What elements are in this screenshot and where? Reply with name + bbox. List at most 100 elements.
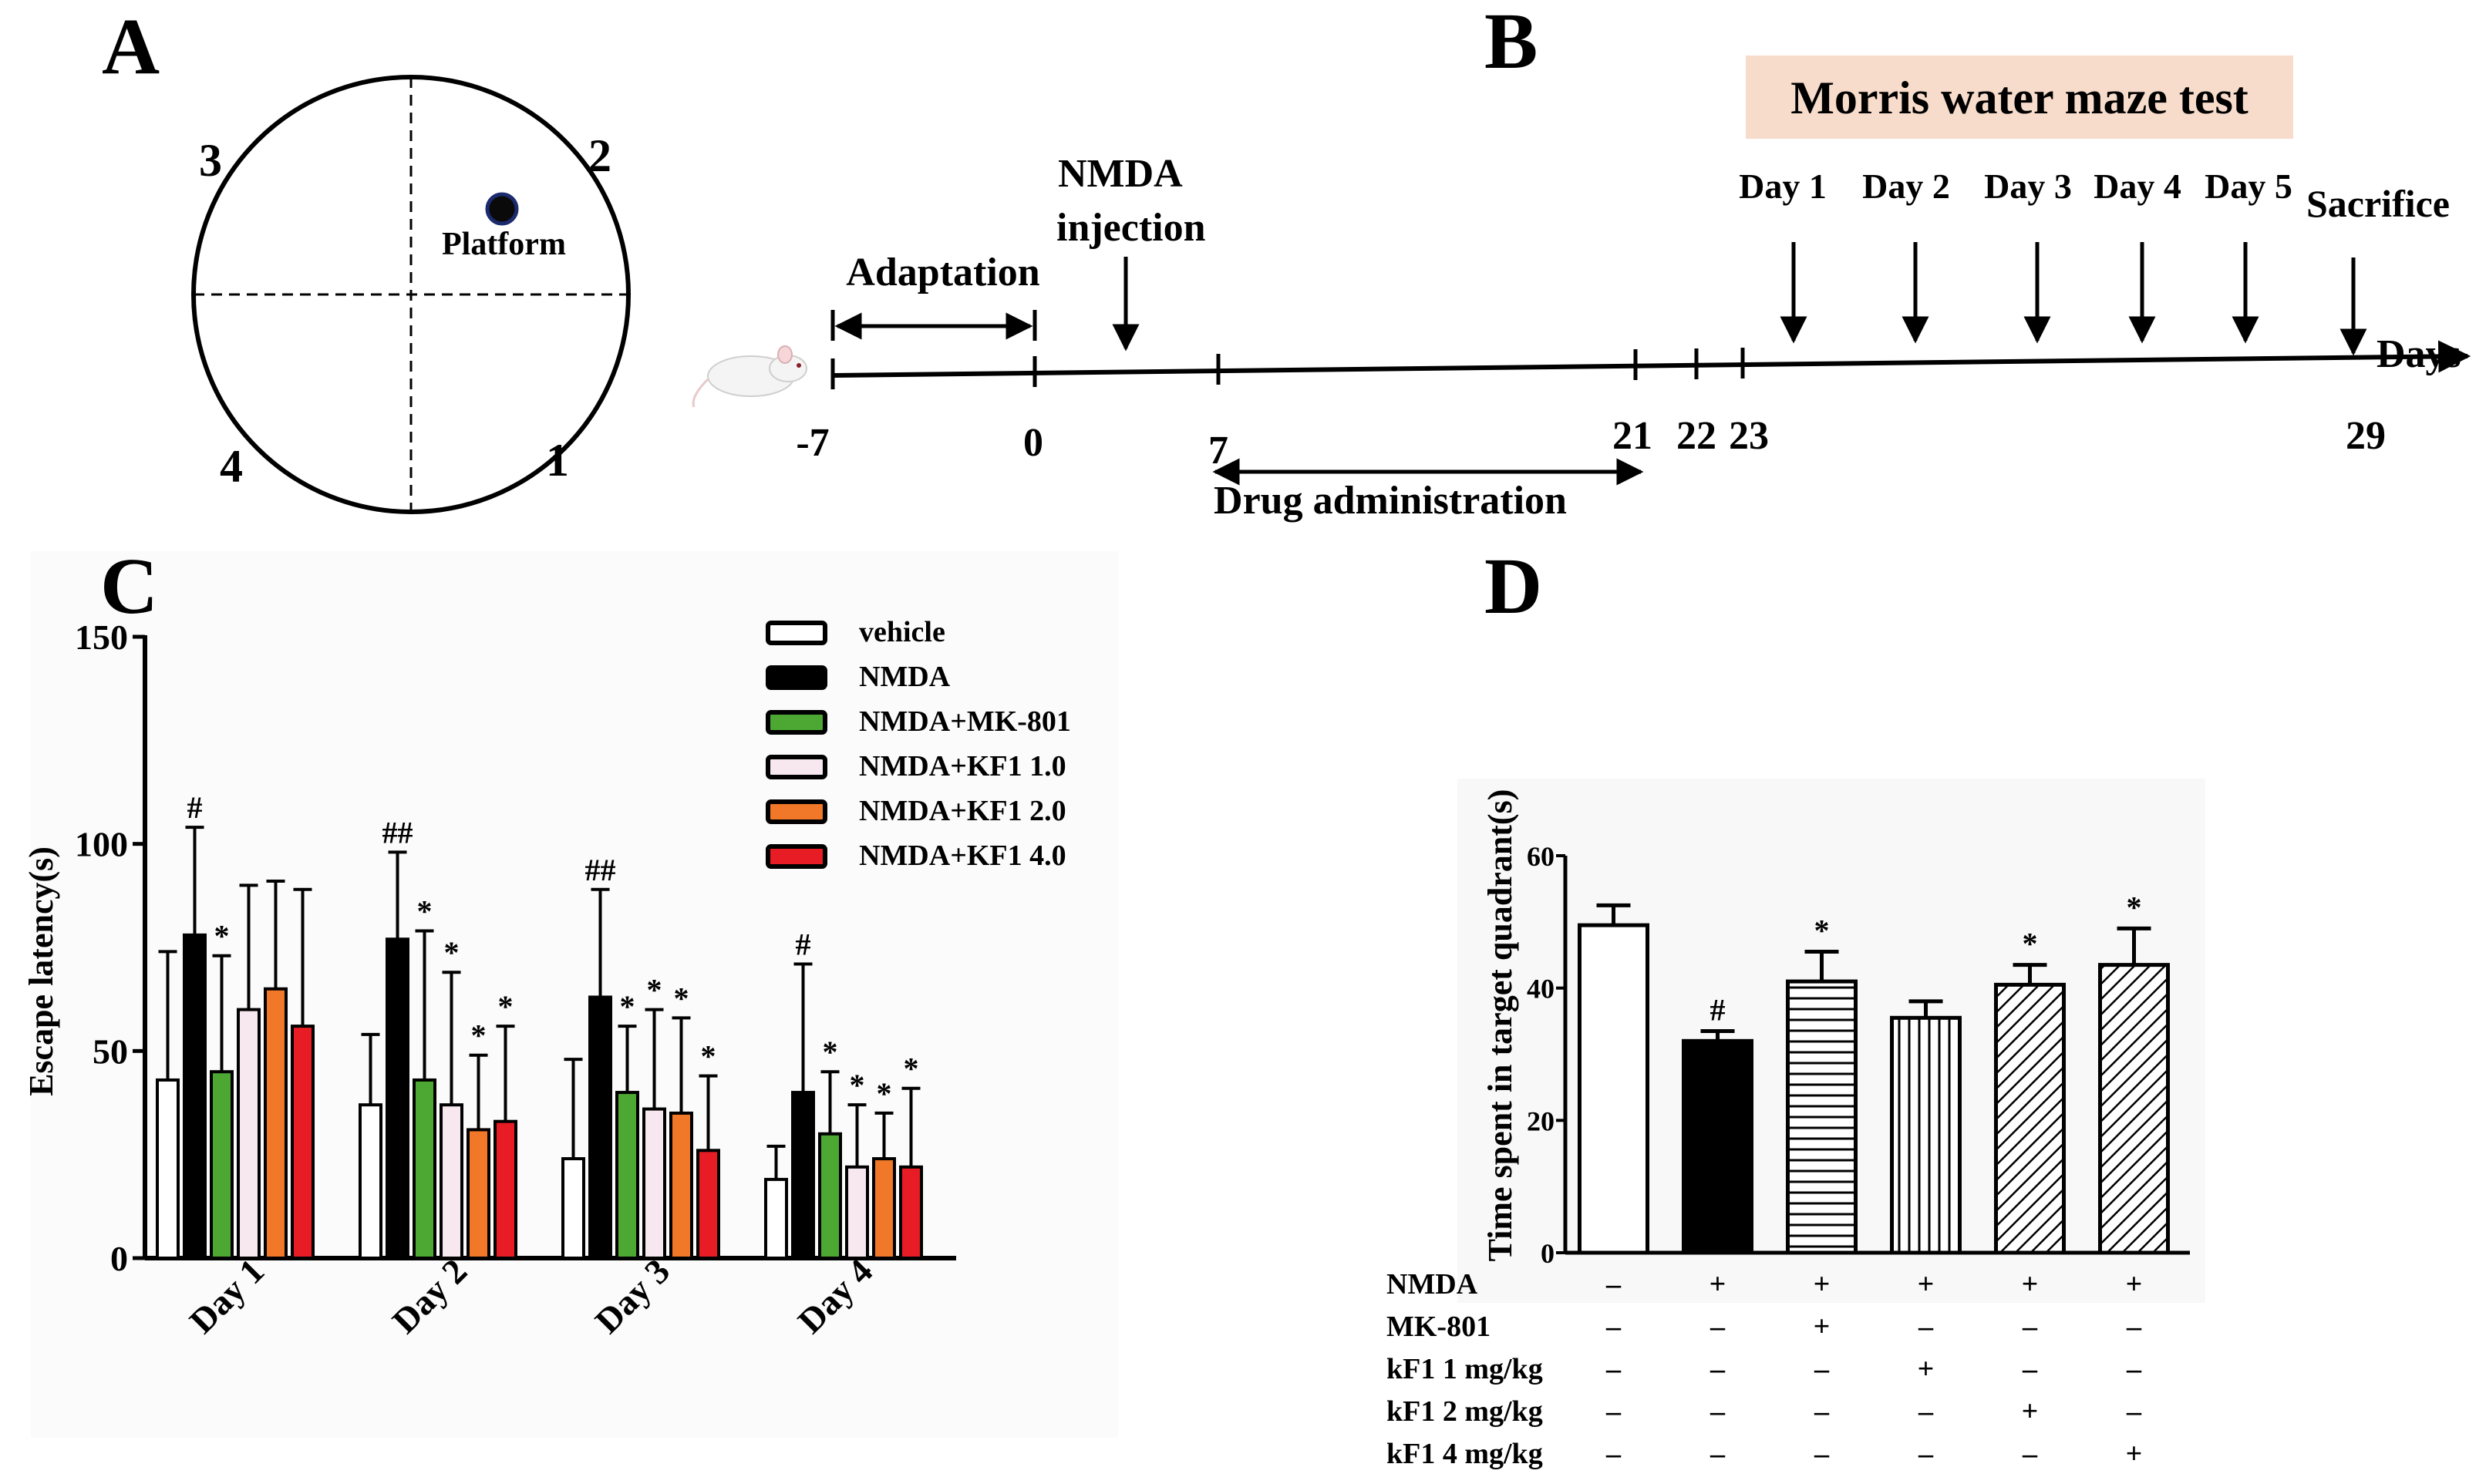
days-label: Days bbox=[2377, 332, 2461, 376]
bar bbox=[359, 1103, 382, 1260]
legend-swatch bbox=[766, 710, 827, 735]
bar bbox=[818, 1132, 842, 1260]
panel-label-d: D bbox=[1484, 542, 1542, 631]
sacrifice-label: Sacrifice bbox=[2306, 182, 2450, 225]
y-tick-label: 100 bbox=[75, 825, 128, 864]
condition-sign: – bbox=[1710, 1395, 1726, 1428]
tick-label: 7 bbox=[1208, 429, 1228, 473]
legend-label: NMDA+KF1 4.0 bbox=[859, 840, 1066, 872]
condition-table-d: NMDA – + + + + + MK-801 – – + – – – kF1 1 mg/kg – – – + – – k… bbox=[1386, 1268, 2142, 1470]
condition-sign: + bbox=[2126, 1438, 2143, 1470]
bar bbox=[264, 987, 288, 1260]
condition-row-label: kF1 2 mg/kg bbox=[1386, 1395, 1543, 1428]
bar bbox=[899, 1165, 923, 1260]
legend-label: vehicle bbox=[859, 616, 945, 648]
drug-admin-label: Drug administration bbox=[1214, 479, 1567, 523]
y-axis-d: 0 20 40 60 bbox=[1527, 841, 2190, 1269]
condition-sign: – bbox=[1605, 1438, 1622, 1470]
y-axis-label-d: Time spent in target quadrant(s) bbox=[1481, 789, 1519, 1262]
bar bbox=[291, 1025, 315, 1260]
bar bbox=[1578, 923, 1649, 1255]
y-axis-label-c: Escape latency(s) bbox=[22, 846, 60, 1096]
legend-swatch bbox=[766, 621, 827, 645]
significance-mark: * bbox=[823, 1035, 838, 1069]
bar bbox=[615, 1091, 639, 1260]
test-day-label: Day 1 bbox=[1739, 167, 1827, 206]
panel-d: D Time spent in target quadrant(s) 0 20 40… bbox=[1386, 542, 2205, 1470]
nmda-label: NMDA bbox=[1058, 152, 1183, 196]
timeline-ticks bbox=[830, 310, 1745, 389]
bar bbox=[1994, 982, 2066, 1255]
condition-sign: + bbox=[1814, 1311, 1831, 1343]
bar bbox=[872, 1157, 896, 1260]
panel-label-b: B bbox=[1484, 0, 1538, 86]
bar bbox=[561, 1157, 585, 1260]
condition-sign: + bbox=[1710, 1268, 1726, 1301]
condition-sign: – bbox=[2126, 1311, 2142, 1343]
tick-label: 23 bbox=[1729, 414, 1769, 458]
significance-mark: * bbox=[674, 981, 689, 1015]
condition-sign: – bbox=[1605, 1353, 1622, 1385]
y-tick-label: 50 bbox=[93, 1031, 128, 1071]
condition-sign: – bbox=[1710, 1353, 1726, 1385]
legend-label: NMDA+KF1 1.0 bbox=[859, 750, 1066, 782]
test-day-markers: Day 1 Day 2 Day 3 Day 4 Day 5 Sacrifice bbox=[1739, 167, 2450, 356]
condition-sign: – bbox=[2126, 1353, 2142, 1385]
bar bbox=[237, 1008, 261, 1260]
panel-label-c: C bbox=[100, 542, 158, 631]
adaptation-label: Adaptation bbox=[846, 251, 1039, 294]
bar bbox=[845, 1165, 869, 1260]
test-day-label: Day 5 bbox=[2205, 167, 2292, 206]
mouse-icon bbox=[692, 345, 807, 408]
condition-sign: – bbox=[2022, 1438, 2038, 1470]
bar bbox=[588, 995, 612, 1260]
condition-sign: – bbox=[1710, 1311, 1726, 1343]
significance-mark: * bbox=[2023, 927, 2038, 961]
significance-mark: * bbox=[850, 1068, 865, 1102]
quadrant-label-4: 4 bbox=[220, 441, 243, 492]
bar bbox=[696, 1149, 720, 1260]
test-banner bbox=[1746, 56, 2293, 139]
significance-mark: # bbox=[796, 927, 811, 961]
condition-sign: – bbox=[2126, 1395, 2142, 1428]
test-day-label: Day 2 bbox=[1862, 167, 1950, 206]
condition-sign: + bbox=[1918, 1353, 1935, 1385]
legend-label: NMDA bbox=[859, 661, 951, 693]
condition-sign: – bbox=[1918, 1395, 1934, 1428]
bar bbox=[156, 1078, 180, 1260]
significance-mark: * bbox=[417, 894, 433, 929]
quadrant-label-3: 3 bbox=[199, 135, 222, 186]
legend-label: NMDA+MK-801 bbox=[859, 705, 1071, 738]
y-tick-label: 40 bbox=[1527, 974, 1555, 1004]
y-tick-label: 0 bbox=[1541, 1238, 1555, 1269]
bar bbox=[467, 1128, 490, 1260]
condition-sign: + bbox=[2022, 1268, 2039, 1301]
timeline-axis bbox=[832, 340, 2471, 378]
condition-row-label: MK-801 bbox=[1386, 1311, 1491, 1343]
y-tick-label: 0 bbox=[110, 1239, 128, 1278]
y-tick-label: 150 bbox=[75, 617, 128, 657]
bar bbox=[764, 1177, 788, 1260]
condition-sign: – bbox=[1605, 1268, 1622, 1301]
injection-label: injection bbox=[1056, 206, 1206, 250]
significance-mark: * bbox=[620, 989, 635, 1024]
bar bbox=[791, 1091, 815, 1260]
significance-mark: * bbox=[1814, 913, 1830, 947]
platform-label: Platform bbox=[442, 227, 566, 262]
test-banner-label: Morris water maze test bbox=[1790, 72, 2249, 123]
bar bbox=[210, 1070, 234, 1260]
y-tick-label: 20 bbox=[1527, 1105, 1555, 1136]
condition-row-label: NMDA bbox=[1386, 1268, 1478, 1301]
condition-sign: + bbox=[2022, 1395, 2039, 1428]
significance-mark: * bbox=[647, 973, 662, 1008]
legend-label: NMDA+KF1 2.0 bbox=[859, 795, 1066, 827]
legend-swatch bbox=[766, 844, 827, 869]
bars-d: # * * * bbox=[1578, 890, 2170, 1255]
significance-mark: * bbox=[214, 919, 230, 954]
condition-sign: – bbox=[1710, 1438, 1726, 1470]
bar bbox=[440, 1103, 463, 1260]
significance-mark: * bbox=[701, 1039, 716, 1074]
condition-sign: – bbox=[1605, 1311, 1622, 1343]
